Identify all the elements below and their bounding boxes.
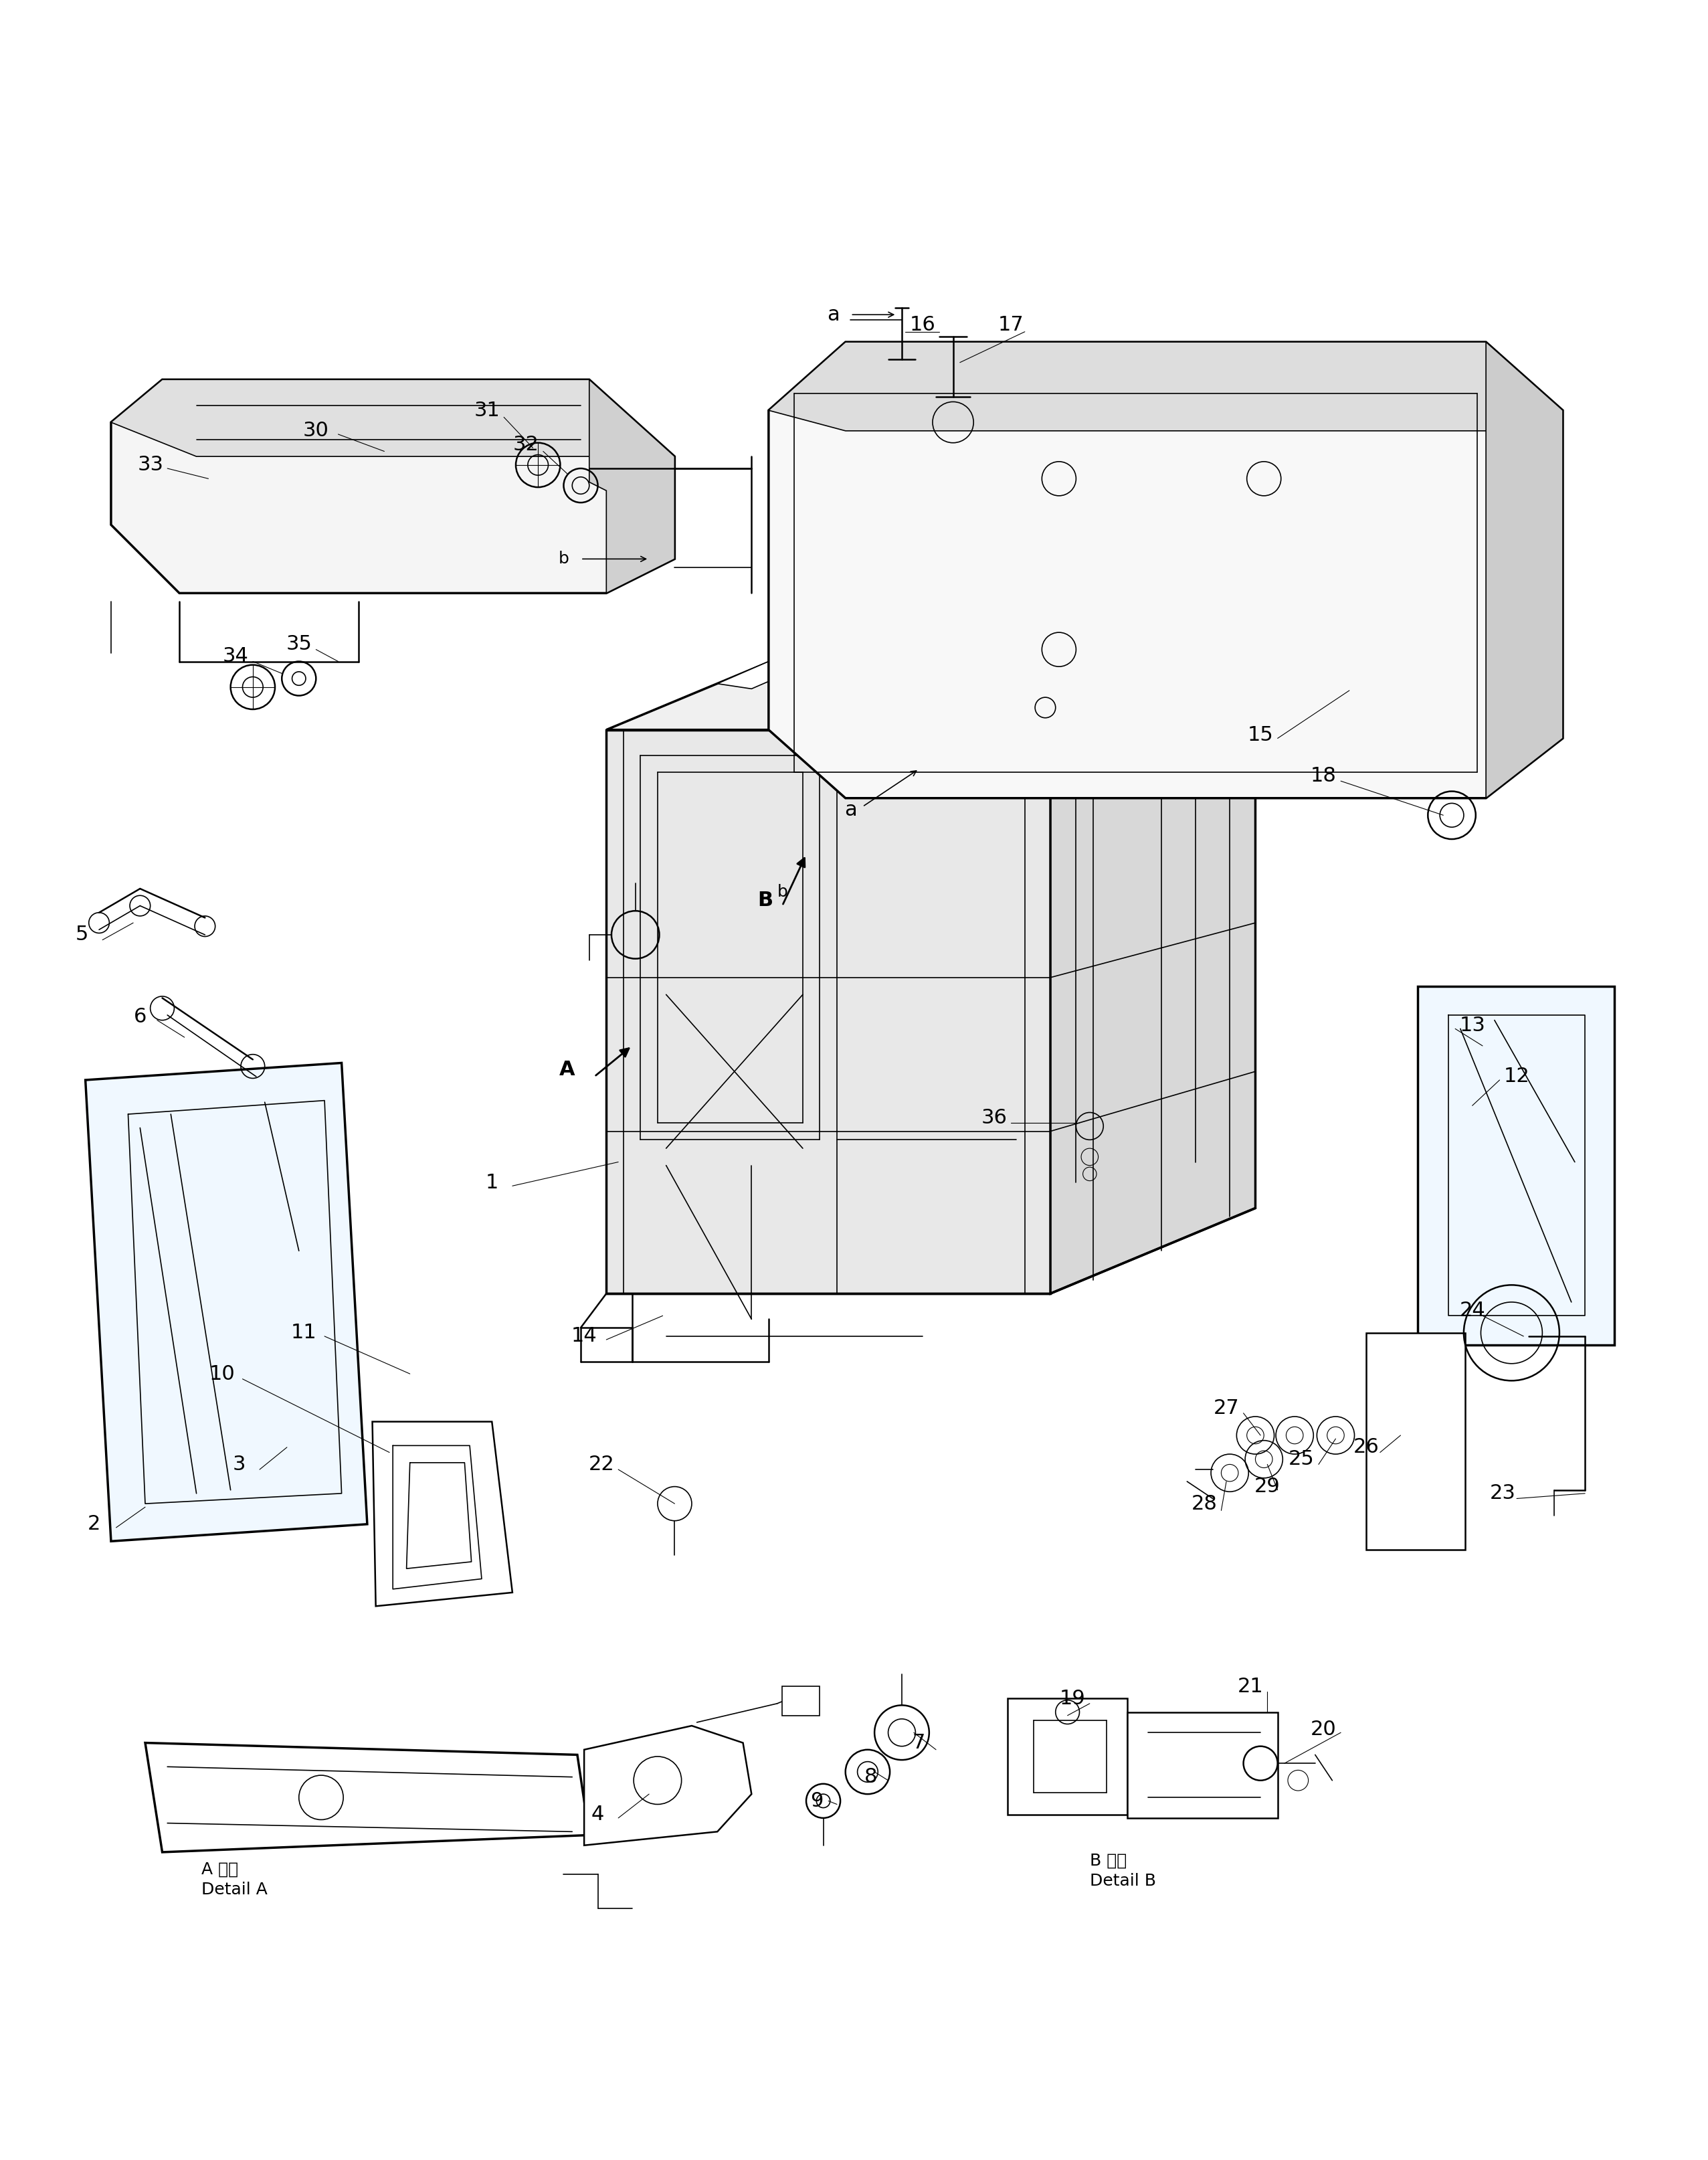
- Text: 9: 9: [810, 1791, 823, 1810]
- Text: 34: 34: [222, 646, 249, 665]
- Text: 18: 18: [1310, 767, 1337, 786]
- Text: 17: 17: [997, 315, 1025, 335]
- Text: 5: 5: [75, 924, 89, 944]
- Polygon shape: [1366, 1333, 1465, 1549]
- Polygon shape: [982, 661, 1068, 689]
- Text: A: A: [559, 1061, 576, 1080]
- Text: 12: 12: [1503, 1067, 1530, 1086]
- Polygon shape: [145, 1743, 589, 1851]
- Text: 24: 24: [1459, 1300, 1486, 1320]
- Text: 21: 21: [1237, 1676, 1264, 1696]
- Polygon shape: [372, 1421, 512, 1607]
- Text: 11: 11: [290, 1324, 318, 1344]
- Text: 2: 2: [87, 1514, 101, 1534]
- Text: 23: 23: [1489, 1484, 1517, 1503]
- Text: B 詳細: B 詳細: [1090, 1853, 1127, 1868]
- Text: 6: 6: [133, 1007, 147, 1026]
- Text: 20: 20: [1310, 1719, 1337, 1739]
- Text: 35: 35: [285, 635, 313, 654]
- Text: 27: 27: [1213, 1398, 1240, 1417]
- Polygon shape: [888, 639, 1008, 672]
- Polygon shape: [1050, 644, 1255, 1294]
- Text: 32: 32: [512, 434, 540, 454]
- Text: 36: 36: [980, 1108, 1008, 1128]
- Text: B: B: [757, 890, 774, 909]
- Text: 22: 22: [588, 1454, 615, 1473]
- Polygon shape: [589, 380, 675, 594]
- Polygon shape: [717, 661, 803, 689]
- Text: 30: 30: [302, 421, 330, 441]
- Polygon shape: [85, 1063, 367, 1542]
- Polygon shape: [1486, 341, 1563, 799]
- Polygon shape: [769, 341, 1563, 799]
- Text: 16: 16: [909, 315, 936, 335]
- Text: A 詳細: A 詳細: [202, 1862, 239, 1877]
- Text: 19: 19: [1059, 1689, 1086, 1709]
- Text: 8: 8: [864, 1767, 878, 1786]
- Text: 10: 10: [208, 1365, 236, 1385]
- Text: Detail B: Detail B: [1090, 1873, 1156, 1890]
- Text: a: a: [844, 801, 857, 821]
- Polygon shape: [1418, 987, 1614, 1346]
- Text: 15: 15: [1247, 726, 1274, 745]
- Polygon shape: [1008, 1698, 1127, 1814]
- Text: 1: 1: [485, 1173, 499, 1192]
- Text: 3: 3: [232, 1454, 246, 1473]
- Text: 28: 28: [1190, 1495, 1218, 1514]
- Text: 26: 26: [1353, 1439, 1380, 1458]
- Text: 7: 7: [912, 1732, 926, 1752]
- Polygon shape: [111, 380, 675, 456]
- Text: 29: 29: [1254, 1477, 1281, 1497]
- Text: b: b: [777, 883, 787, 901]
- Text: 25: 25: [1288, 1449, 1315, 1469]
- Polygon shape: [1127, 1713, 1278, 1819]
- Text: 31: 31: [473, 400, 500, 419]
- Polygon shape: [584, 1726, 752, 1845]
- Polygon shape: [606, 644, 1255, 730]
- Text: Detail A: Detail A: [202, 1881, 268, 1899]
- Text: a: a: [827, 305, 840, 324]
- Polygon shape: [606, 730, 1050, 1294]
- Text: 13: 13: [1459, 1015, 1486, 1035]
- Polygon shape: [782, 1687, 820, 1715]
- Text: 33: 33: [137, 456, 164, 475]
- Text: b: b: [559, 551, 569, 566]
- Polygon shape: [111, 380, 675, 594]
- Polygon shape: [769, 341, 1563, 430]
- Polygon shape: [811, 661, 897, 691]
- Text: 14: 14: [570, 1326, 598, 1346]
- Text: 4: 4: [591, 1806, 605, 1825]
